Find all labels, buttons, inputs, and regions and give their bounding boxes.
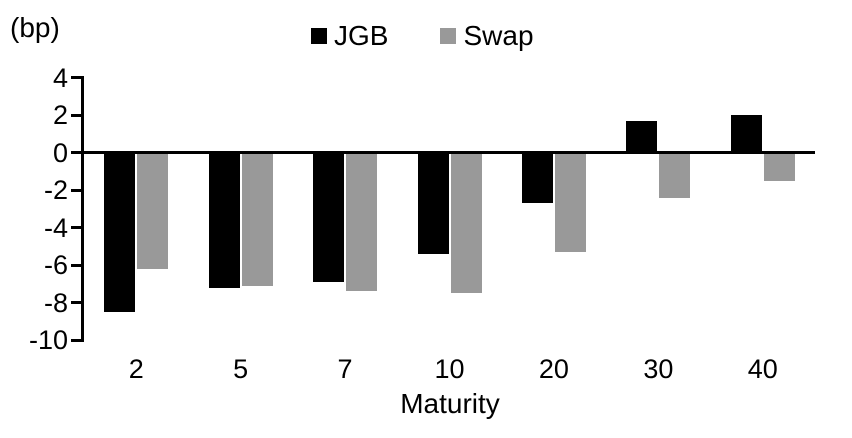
x-category-label: 5 xyxy=(233,354,249,384)
y-axis-line xyxy=(81,76,84,342)
x-axis-zero-line xyxy=(84,151,815,154)
y-tick-label: -10 xyxy=(28,325,68,355)
legend: JGB Swap xyxy=(311,22,534,50)
bar-swap-2 xyxy=(137,152,169,269)
y-tick-mark xyxy=(71,226,82,229)
y-tick-mark xyxy=(71,151,82,154)
y-tick-mark xyxy=(71,338,82,342)
x-axis-title: Maturity xyxy=(400,388,500,419)
y-tick-label: -8 xyxy=(43,287,68,318)
bar-swap-20 xyxy=(554,152,586,252)
y-tick-mark xyxy=(71,76,82,79)
x-category-label: 20 xyxy=(538,354,569,384)
y-tick-label: -6 xyxy=(43,250,68,280)
legend-item-jgb: JGB xyxy=(311,22,388,50)
y-tick-label: -2 xyxy=(43,175,68,205)
y-tick-mark xyxy=(71,113,82,117)
x-category-label: 2 xyxy=(128,354,144,384)
y-tick-label: 0 xyxy=(52,137,68,168)
legend-item-swap: Swap xyxy=(440,20,534,51)
y-tick-label: 2 xyxy=(52,100,68,130)
y-tick-mark xyxy=(71,301,82,304)
bar-swap-30 xyxy=(659,152,691,198)
bar-jgb-2 xyxy=(104,152,136,312)
y-tick-label: -4 xyxy=(43,212,68,243)
bar-jgb-40 xyxy=(730,115,762,153)
y-axis-unit-label: (bp) xyxy=(10,12,60,43)
y-tick-mark xyxy=(71,263,82,267)
bar-swap-40 xyxy=(763,152,795,181)
legend-label-swap: Swap xyxy=(463,20,534,51)
jgb-swatch-icon xyxy=(311,28,327,44)
bar-jgb-30 xyxy=(626,120,658,153)
x-category-label: 7 xyxy=(337,354,353,384)
legend-label-jgb: JGB xyxy=(334,20,389,51)
bar-jgb-5 xyxy=(208,152,240,288)
y-tick-label: 4 xyxy=(52,62,68,93)
swap-swatch-icon xyxy=(440,28,457,44)
bar-jgb-20 xyxy=(521,152,553,204)
x-category-label: 30 xyxy=(643,354,674,384)
y-tick-mark xyxy=(71,188,82,192)
x-category-label: 10 xyxy=(434,354,465,384)
x-category-label: 40 xyxy=(747,354,778,384)
bar-swap-5 xyxy=(241,152,273,286)
bar-jgb-10 xyxy=(417,152,449,254)
bar-swap-7 xyxy=(346,152,378,292)
bar-swap-10 xyxy=(450,152,482,294)
bar-jgb-7 xyxy=(313,152,345,282)
